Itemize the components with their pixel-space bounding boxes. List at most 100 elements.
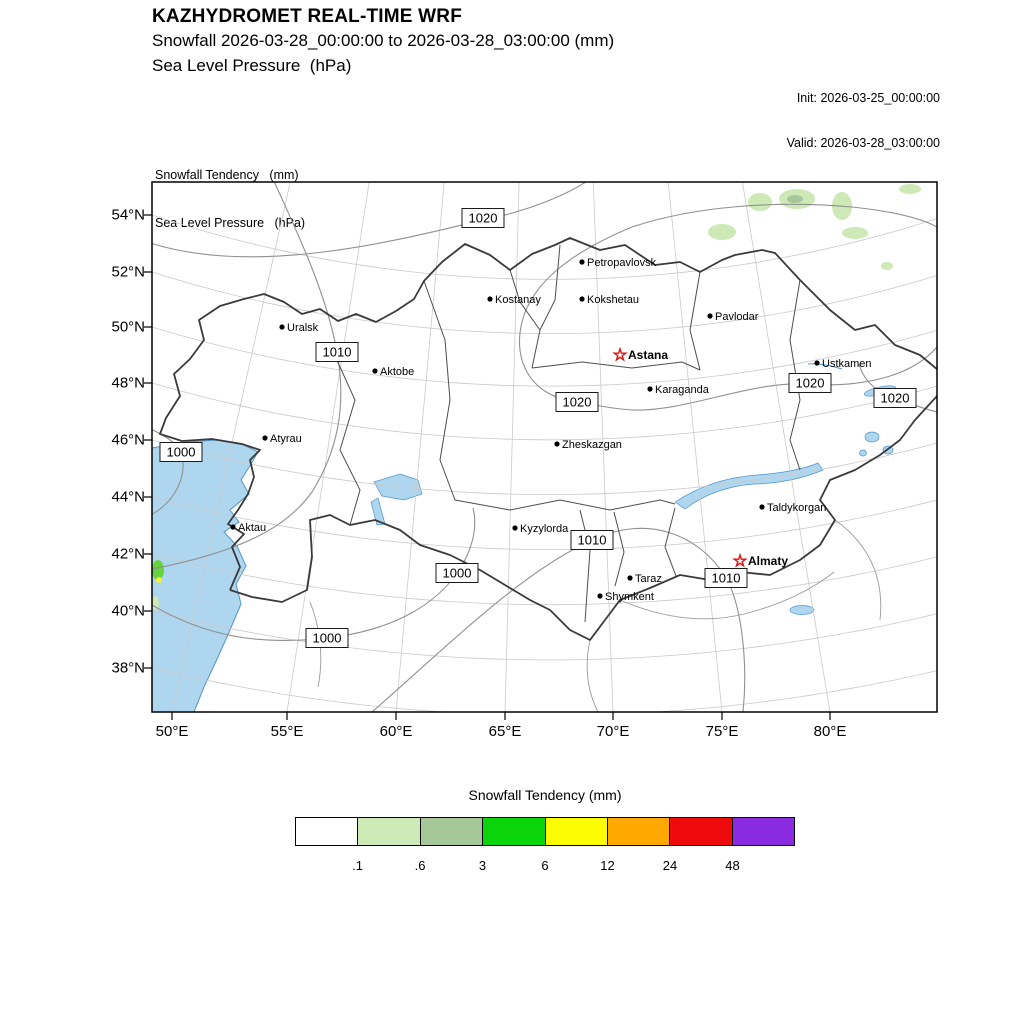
pressure-label-text: 1010 bbox=[578, 533, 607, 548]
city-label: Taraz bbox=[635, 573, 662, 585]
city-marker: Ustkamen bbox=[814, 358, 872, 370]
colorbar-tick-label: .6 bbox=[414, 858, 426, 873]
city-marker: Taldykorgan bbox=[759, 502, 826, 514]
city-dot-icon bbox=[814, 360, 820, 366]
city-label: Kostanay bbox=[495, 294, 541, 306]
city-dot-icon bbox=[759, 504, 765, 510]
colorbar-segment bbox=[419, 818, 483, 845]
lon-tick-label: 60°E bbox=[379, 723, 413, 740]
pressure-label-text: 1020 bbox=[881, 391, 910, 406]
city-markers: Petropavlovsk Kostanay Kokshetau Pavlodar Ur… bbox=[230, 257, 872, 603]
lat-tick-label: 52°N bbox=[111, 263, 145, 281]
colorbar-tick-label: 6 bbox=[541, 858, 549, 873]
colorbar bbox=[295, 817, 795, 846]
city-marker: Kostanay bbox=[487, 294, 541, 306]
city-dot-icon bbox=[554, 441, 560, 447]
city-marker: Pavlodar bbox=[707, 311, 759, 323]
subtitle-pressure: Sea Level Pressure (hPa) bbox=[152, 56, 352, 75]
city-label: Kokshetau bbox=[587, 294, 639, 306]
isobar-contours bbox=[152, 182, 937, 712]
pressure-label-text: 1000 bbox=[313, 631, 342, 646]
city-dot-icon bbox=[627, 575, 633, 581]
city-marker: Petropavlovsk bbox=[579, 257, 657, 269]
capital-marker: Almaty bbox=[732, 552, 788, 568]
pressure-label: 1020 bbox=[555, 392, 599, 412]
pressure-label: 1010 bbox=[570, 530, 614, 550]
city-dot-icon bbox=[647, 386, 653, 392]
pressure-label: 1020 bbox=[873, 388, 917, 408]
city-dot-icon bbox=[579, 296, 585, 302]
run-info: Init: 2026-03-25_00:00:00 Valid: 2026-03… bbox=[787, 61, 940, 181]
pressure-label: 1000 bbox=[305, 628, 349, 648]
city-label: Karaganda bbox=[655, 384, 710, 396]
city-marker: Uralsk bbox=[279, 322, 319, 334]
colorbar-tick-label: 3 bbox=[478, 858, 487, 873]
legend-line-pressure: Sea Level Pressure (hPa) bbox=[155, 216, 306, 230]
colorbar-tick-label: 48 bbox=[725, 858, 740, 873]
lat-tick-label: 50°N bbox=[111, 318, 145, 336]
subtitle-snowfall: Snowfall 2026-03-28_00:00:00 to 2026-03-… bbox=[152, 31, 615, 50]
irtysh-river bbox=[807, 363, 843, 370]
city-dot-icon bbox=[707, 313, 713, 319]
city-label: Aktobe bbox=[380, 366, 414, 378]
small-lake bbox=[859, 449, 867, 457]
city-marker: Taraz bbox=[627, 573, 662, 585]
lat-tick-label: 48°N bbox=[111, 374, 145, 392]
lon-tick-label: 55°E bbox=[270, 723, 304, 740]
page-title: KAZHYDROMET REAL-TIME WRF bbox=[152, 6, 463, 27]
city-label: Almaty bbox=[748, 554, 788, 568]
city-dot-icon bbox=[512, 525, 518, 531]
kazakhstan-border bbox=[159, 237, 937, 641]
colorbar-segment bbox=[357, 818, 420, 845]
pressure-label-text: 1000 bbox=[167, 445, 196, 460]
colorbar-segment bbox=[669, 818, 732, 845]
lon-tick-label: 80°E bbox=[813, 723, 847, 740]
lat-tick-label: 40°N bbox=[111, 602, 145, 620]
lon-tick-label: 65°E bbox=[488, 723, 522, 740]
weather-map: 1020 1010 1020 1020 1020 1000 1010 1000 1010 1000… bbox=[144, 181, 938, 720]
capital-star-icon bbox=[612, 346, 628, 362]
city-dot-icon bbox=[372, 368, 378, 374]
lake-alakol bbox=[864, 431, 880, 443]
city-label: Ustkamen bbox=[822, 358, 872, 370]
pressure-label: 1010 bbox=[315, 342, 359, 362]
map-frame bbox=[151, 181, 938, 713]
city-marker: Kokshetau bbox=[579, 294, 639, 306]
colorbar-segment bbox=[544, 818, 607, 845]
city-marker: Atyrau bbox=[262, 433, 302, 445]
lon-tick-label: 75°E bbox=[705, 723, 739, 740]
city-dot-icon bbox=[230, 524, 236, 530]
plot-legend: Snowfall Tendency (mm) Sea Level Pressur… bbox=[155, 135, 305, 263]
axis-ticks bbox=[144, 214, 831, 720]
city-dot-icon bbox=[579, 259, 585, 265]
pressure-label-text: 1010 bbox=[712, 571, 741, 586]
valid-time: Valid: 2026-03-28_03:00:00 bbox=[786, 136, 940, 150]
colorbar-title: Snowfall Tendency (mm) bbox=[468, 787, 622, 803]
pressure-label-text: 1020 bbox=[563, 395, 592, 410]
pressure-label-text: 1000 bbox=[443, 566, 472, 581]
city-marker: Kyzylorda bbox=[512, 523, 569, 535]
capital-marker: Astana bbox=[612, 346, 668, 362]
pressure-label: 1020 bbox=[461, 208, 505, 228]
city-dot-icon bbox=[487, 296, 493, 302]
colorbar-segment bbox=[731, 818, 794, 845]
city-label: Atyrau bbox=[270, 433, 302, 445]
colorbar-tick-label: 12 bbox=[600, 858, 615, 873]
city-dot-icon bbox=[262, 435, 268, 441]
city-label: Pavlodar bbox=[715, 311, 759, 323]
snowfall-patches bbox=[152, 184, 921, 610]
pressure-label: 1000 bbox=[159, 442, 203, 462]
lon-tick-label: 50°E bbox=[155, 723, 189, 740]
pressure-labels: 1020 1010 1020 1020 1020 1000 1010 1000 1010 1000 bbox=[159, 208, 917, 648]
city-label: Uralsk bbox=[287, 322, 319, 334]
lat-tick-label: 42°N bbox=[111, 545, 145, 563]
pressure-label: 1020 bbox=[788, 373, 832, 393]
lon-tick-label: 70°E bbox=[596, 723, 630, 740]
city-label: Kyzylorda bbox=[520, 523, 569, 535]
pressure-label-text: 1020 bbox=[796, 376, 825, 391]
city-marker: Aktobe bbox=[372, 366, 414, 378]
city-marker: Karaganda bbox=[647, 384, 710, 396]
pressure-label: 1000 bbox=[435, 563, 479, 583]
colorbar-tick-label: 24 bbox=[662, 858, 678, 873]
